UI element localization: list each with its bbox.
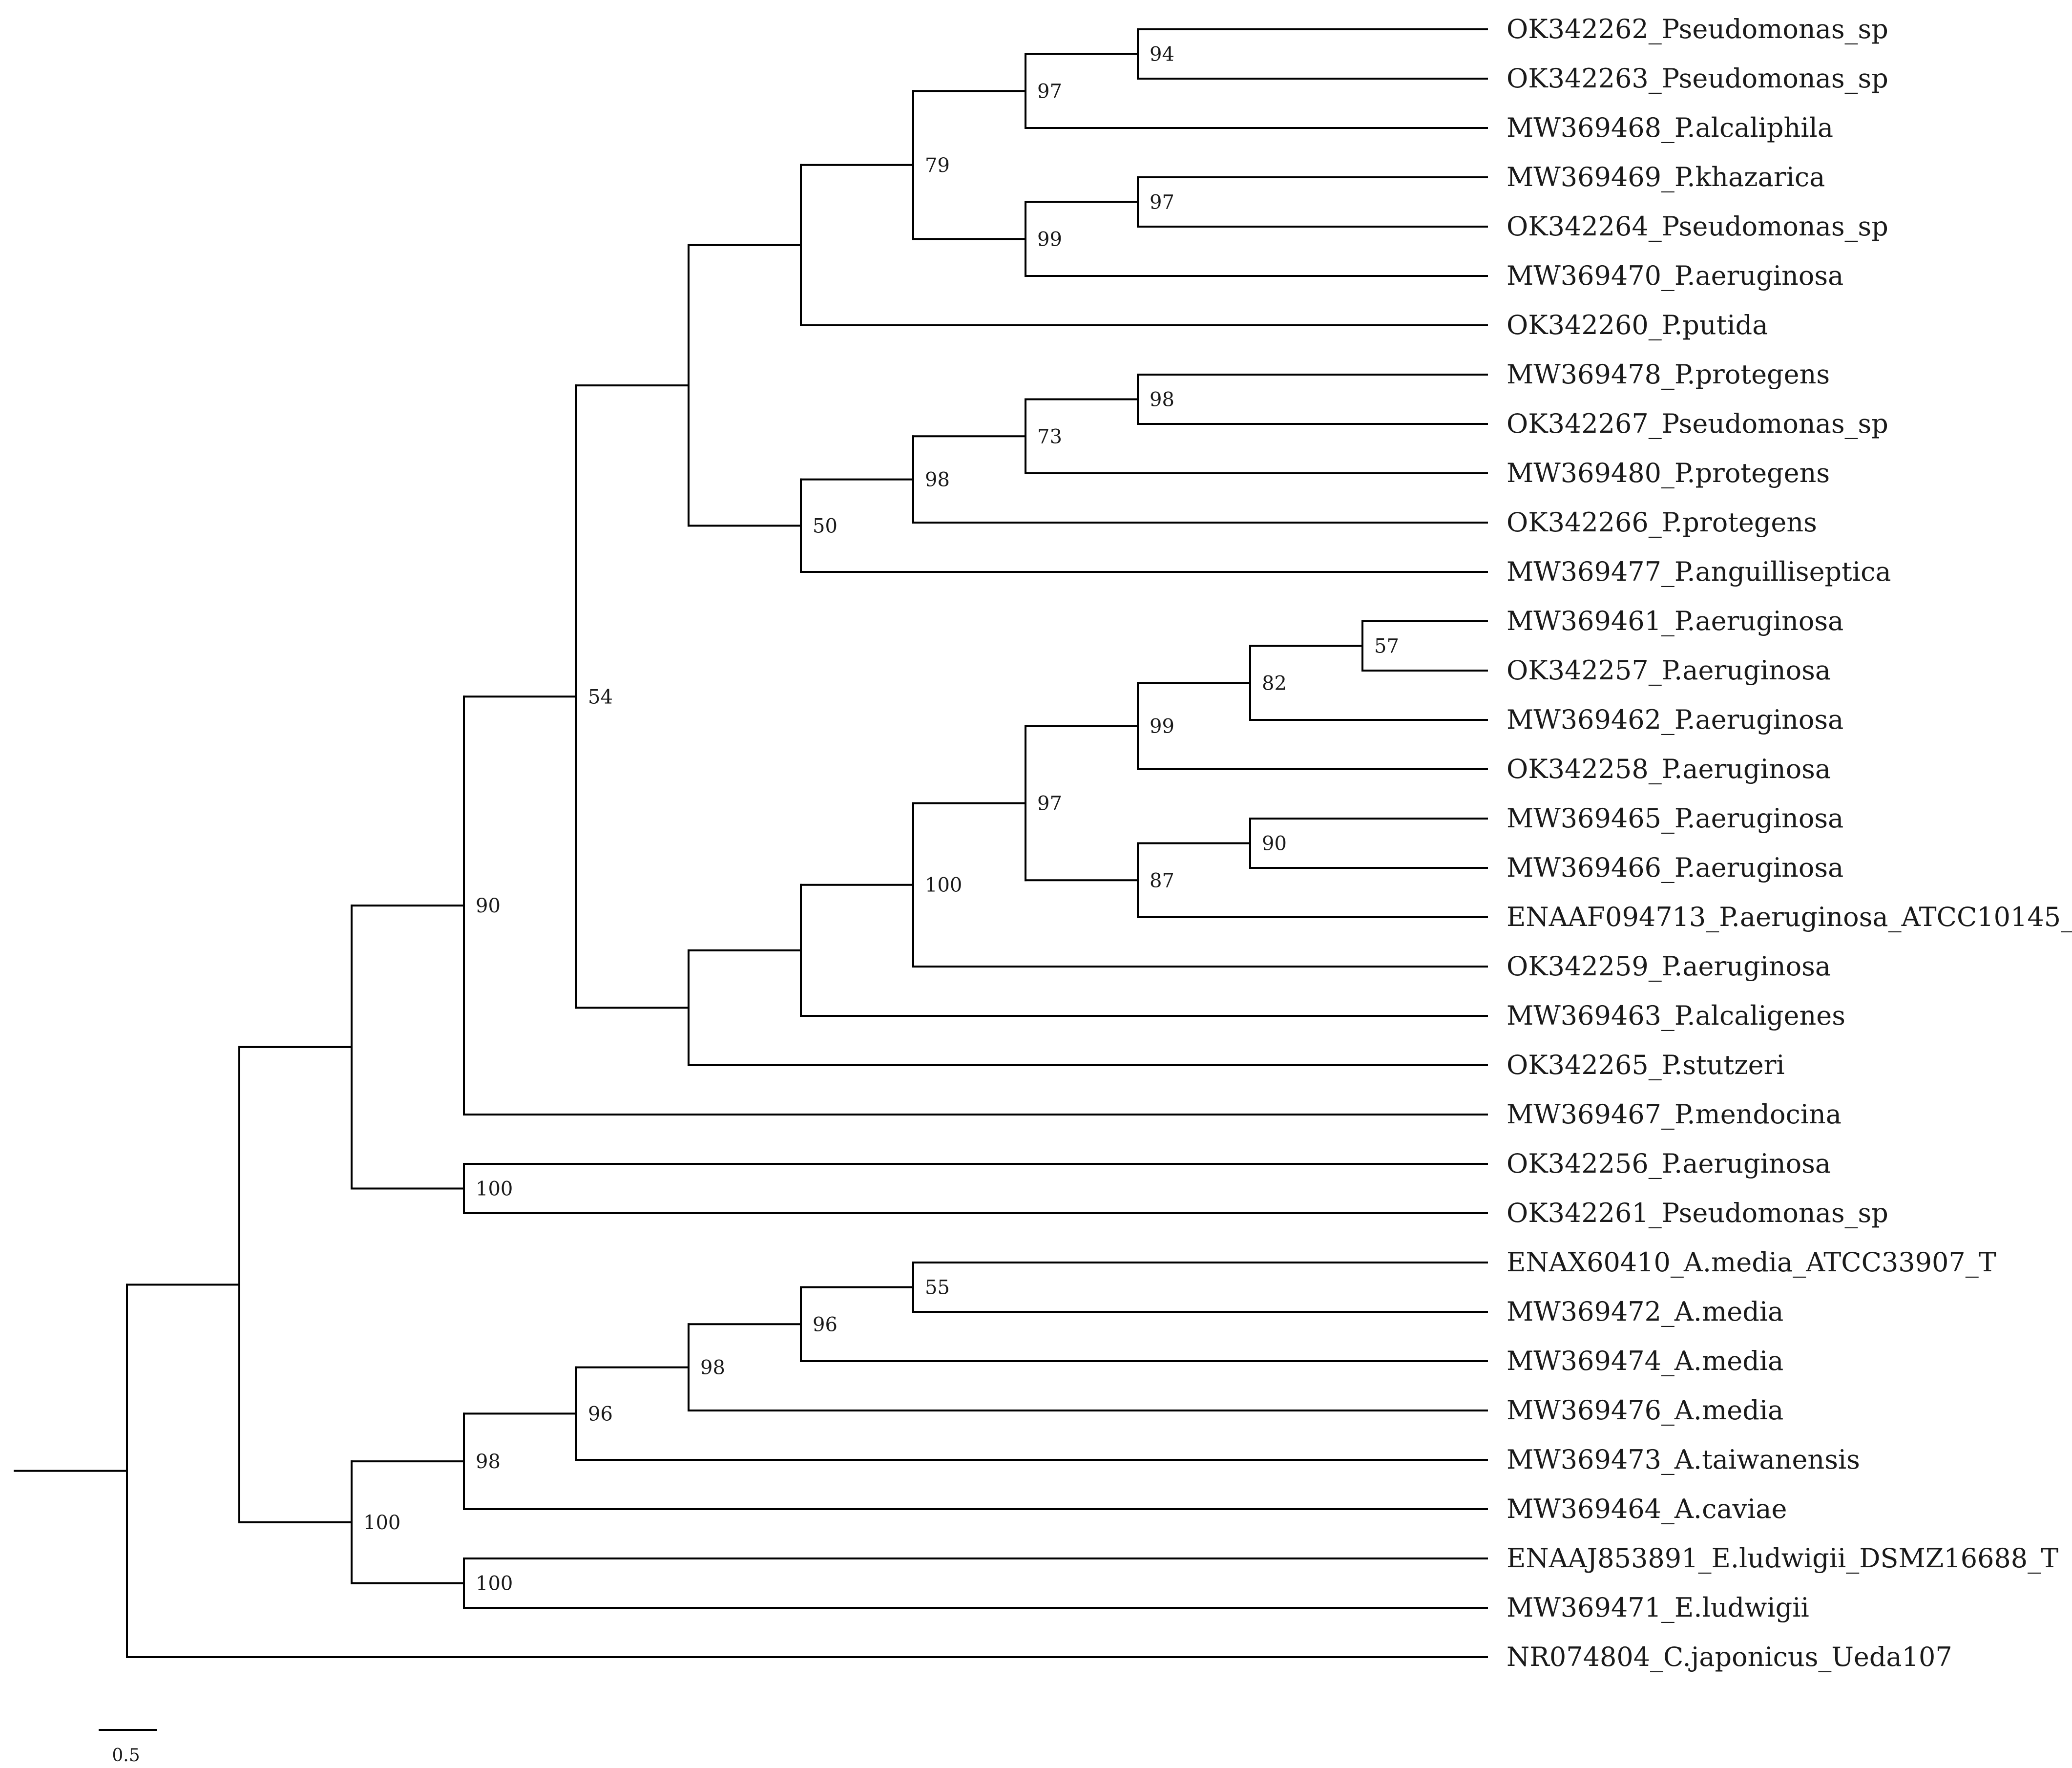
leaf-label: OK342256_P.aeruginosa <box>1507 1148 1831 1179</box>
leaf-label: ENAX60410_A.media_ATCC33907_T <box>1507 1247 1996 1278</box>
leaf-label: OK342260_P.putida <box>1507 310 1768 340</box>
tree-branches <box>14 28 1488 1658</box>
leaf-label: MW369467_P.mendocina <box>1507 1099 1842 1130</box>
leaf-label: OK342259_P.aeruginosa <box>1507 951 1831 982</box>
leaf-label: OK342257_P.aeruginosa <box>1507 655 1831 686</box>
support-value: 82 <box>1262 672 1287 695</box>
support-value: 73 <box>1037 425 1062 448</box>
support-value: 96 <box>813 1313 837 1336</box>
support-value: 100 <box>363 1512 400 1534</box>
support-value: 57 <box>1374 635 1399 658</box>
leaf-label: OK342265_P.stutzeri <box>1507 1050 1785 1080</box>
leaf-labels: OK342262_Pseudomonas_sp OK342263_Pseudomo… <box>1507 14 2072 1672</box>
support-value: 100 <box>925 874 962 897</box>
leaf-label: ENAAF094713_P.aeruginosa_ATCC10145_T <box>1507 902 2072 932</box>
support-value: 90 <box>1262 833 1287 855</box>
leaf-label: MW369480_P.protegens <box>1507 458 1830 488</box>
leaf-label: MW369474_A.media <box>1507 1346 1783 1376</box>
leaf-label: MW369478_P.protegens <box>1507 359 1830 390</box>
support-values: 94 97 97 99 79 98 73 98 50 57 82 99 90 87 97 100 54 90 100… <box>363 43 1399 1595</box>
leaf-label: MW369477_P.anguilliseptica <box>1507 556 1891 587</box>
leaf-label: OK342263_Pseudomonas_sp <box>1507 63 1888 94</box>
support-value: 99 <box>1150 716 1174 738</box>
leaf-label: OK342262_Pseudomonas_sp <box>1507 14 1888 44</box>
support-value: 97 <box>1150 191 1174 214</box>
leaf-label: MW369469_P.khazarica <box>1507 162 1825 192</box>
leaf-label: MW369465_P.aeruginosa <box>1507 803 1843 834</box>
leaf-label: OK342264_Pseudomonas_sp <box>1507 211 1888 242</box>
leaf-label: OK342266_P.protegens <box>1507 507 1817 538</box>
leaf-label: ENAAJ853891_E.ludwigii_DSMZ16688_T <box>1507 1543 2058 1574</box>
leaf-label: MW369466_P.aeruginosa <box>1507 852 1843 883</box>
support-value: 94 <box>1150 43 1174 66</box>
leaf-label: MW369476_A.media <box>1507 1395 1783 1426</box>
support-value: 100 <box>476 1573 513 1595</box>
leaf-label: OK342261_Pseudomonas_sp <box>1507 1198 1888 1228</box>
leaf-label: MW369461_P.aeruginosa <box>1507 606 1843 636</box>
support-value: 99 <box>1037 228 1062 251</box>
support-value: 97 <box>1037 80 1062 103</box>
support-value: 98 <box>700 1357 725 1379</box>
scale-bar-label: 0.5 <box>112 1746 140 1766</box>
leaf-label: OK342267_Pseudomonas_sp <box>1507 408 1888 439</box>
support-value: 96 <box>588 1403 613 1425</box>
leaf-label: MW369473_A.taiwanensis <box>1507 1444 1860 1475</box>
support-value: 100 <box>476 1178 513 1200</box>
leaf-label: MW369470_P.aeruginosa <box>1507 260 1843 291</box>
support-value: 98 <box>476 1451 501 1473</box>
leaf-label: MW369471_E.ludwigii <box>1507 1592 1809 1623</box>
support-value: 97 <box>1037 792 1062 815</box>
scale-bar: 0.5 <box>99 1729 157 1766</box>
support-value: 54 <box>588 686 613 708</box>
support-value: 90 <box>476 895 501 917</box>
support-value: 98 <box>1150 389 1174 411</box>
leaf-label: MW369468_P.alcaliphila <box>1507 112 1833 143</box>
leaf-label: MW369462_P.aeruginosa <box>1507 704 1843 735</box>
leaf-label: MW369463_P.alcaligenes <box>1507 1000 1845 1031</box>
support-value: 98 <box>925 469 950 491</box>
support-value: 50 <box>813 515 837 537</box>
leaf-label: NR074804_C.japonicus_Ueda107 <box>1507 1642 1952 1672</box>
leaf-label: MW369472_A.media <box>1507 1296 1783 1327</box>
support-value: 79 <box>925 154 950 177</box>
leaf-label: OK342258_P.aeruginosa <box>1507 754 1831 784</box>
support-value: 87 <box>1150 869 1174 892</box>
support-value: 55 <box>925 1277 950 1299</box>
leaf-label: MW369464_A.caviae <box>1507 1494 1787 1524</box>
